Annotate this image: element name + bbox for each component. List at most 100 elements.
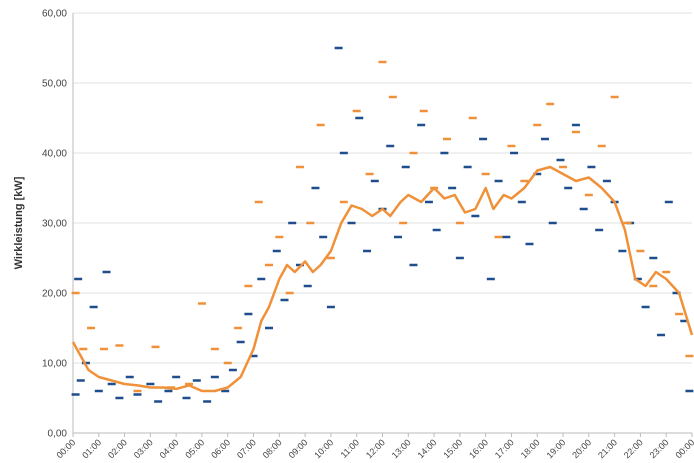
x-tick-label: 01:00 [80,437,103,460]
data-point [295,165,304,169]
y-tick-label: 0,00 [48,429,68,440]
data-point [146,382,155,386]
data-point [393,235,402,239]
x-tick-label: 11:00 [339,437,362,460]
y-tick-label: 20,00 [42,289,67,300]
data-point [228,368,237,372]
data-point [74,277,83,281]
data-point [633,277,642,281]
x-tick-label: 00:00 [673,437,694,460]
data-point [649,256,658,260]
data-point [401,165,410,169]
y-axis-label: Wirkleistung [kW] [13,176,25,269]
data-point [386,144,395,148]
data-point [587,165,596,169]
x-tick-label: 13:00 [390,437,413,460]
data-point [133,389,142,393]
data-point [363,249,372,253]
data-point [311,186,320,190]
data-point [548,221,557,225]
data-point [378,60,387,64]
data-point [355,116,364,120]
data-point [479,137,488,141]
data-point [579,207,588,211]
data-point [409,151,418,155]
data-point [303,284,312,288]
data-point [339,151,348,155]
x-tick-label: 07:00 [235,437,258,460]
data-point [502,235,511,239]
data-point [618,249,627,253]
data-point [164,389,173,393]
data-point [133,393,142,396]
data-point [546,102,555,106]
data-point [525,242,534,246]
data-point [334,46,343,50]
x-tick-label: 19:00 [544,437,567,460]
data-point [571,123,580,127]
data-point [102,270,111,274]
average-line [71,165,694,393]
y-tick-label: 40,00 [42,149,67,160]
data-point [540,137,549,141]
x-tick-label: 09:00 [287,437,310,460]
data-point [234,326,243,330]
data-point [94,389,103,393]
data-point [564,186,573,190]
data-point [463,165,472,169]
data-point [99,347,108,351]
data-point [664,200,673,204]
data-point [494,235,503,239]
data-point [223,361,232,365]
data-point [352,109,361,113]
data-point [602,179,611,183]
x-tick-label: 15:00 [441,437,464,460]
data-point [210,347,219,351]
data-point [471,214,480,218]
x-tick-label: 18:00 [519,437,542,460]
data-point [448,186,457,190]
x-tick-label: 08:00 [261,437,284,460]
x-tick-label: 02:00 [106,437,129,460]
data-point [87,326,96,330]
x-tick-label: 14:00 [415,437,438,460]
data-point [265,263,274,267]
data-point [636,249,645,253]
data-point [533,172,542,176]
data-point [76,379,85,382]
data-point [115,396,124,400]
data-point [236,340,245,344]
data-point [533,123,542,127]
data-point [455,256,464,260]
data-point [347,221,356,225]
data-point [316,123,325,127]
data-point [442,137,451,141]
x-tick-label: 16:00 [467,437,490,460]
data-point [244,284,253,288]
data-point [221,389,230,393]
data-point [182,396,191,400]
data-point [285,291,294,295]
data-point [257,277,266,281]
data-point [399,221,408,225]
data-point [685,354,694,358]
data-point [409,263,418,267]
x-tick-label: 03:00 [132,437,155,460]
data-point [370,179,379,183]
x-tick-label: 06:00 [209,437,232,460]
data-point [610,95,619,99]
data-point [517,200,526,204]
x-tick-label: 22:00 [622,437,645,460]
data-point [125,375,134,379]
x-tick-label: 04:00 [158,437,181,460]
data-point [71,393,80,396]
data-point [556,158,565,162]
data-point [510,151,519,155]
data-point [486,277,495,281]
data-point [254,200,263,204]
data-point [192,379,201,382]
x-tick-label: 00:00 [54,437,77,460]
data-point [657,333,666,337]
data-point [249,354,258,358]
